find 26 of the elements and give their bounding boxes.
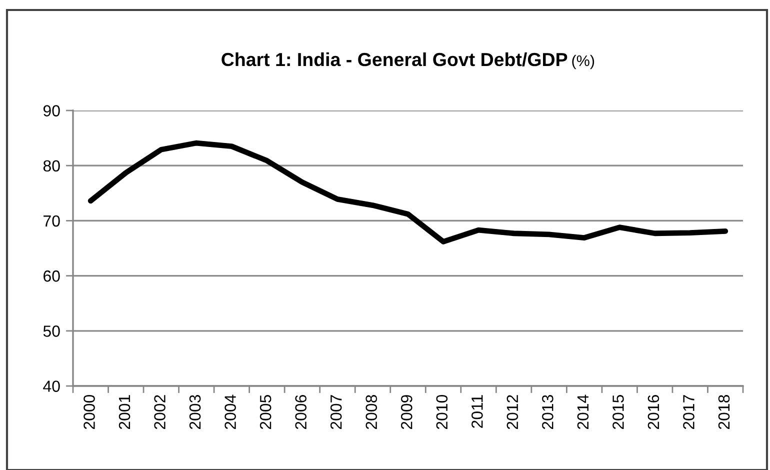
x-tick-label: 2014 [577,394,589,430]
y-tick-label: 40 [43,380,60,392]
x-tick-label: 2011 [472,395,483,428]
x-tick-label: 2012 [506,395,518,430]
x-tick-label: 2000 [84,394,95,430]
x-tick-label: 2004 [224,394,236,430]
x-tick-label: 2003 [189,395,201,430]
y-tick-label: 60 [44,270,60,282]
y-tick-label: 90 [43,105,60,116]
y-tick-label: 80 [43,160,60,172]
x-tick-label: 2001 [118,395,130,430]
x-tick-label: 2015 [612,395,624,430]
x-tick-label: 2007 [330,395,342,430]
x-tick-label: 2016 [648,395,660,430]
x-tick-label: 2013 [542,395,554,430]
x-tick-label: 2002 [154,395,166,430]
x-tick-label: 2005 [260,395,272,430]
y-tick-label: 70 [44,215,60,227]
x-tick-label: 2008 [366,395,378,430]
x-tick-label: 2006 [295,395,306,430]
chart-title: Chart 1: India - General Govt Debt/GDP (%) [222,52,594,70]
x-tick-label: 2010 [436,394,448,430]
y-tick-label: 50 [43,326,60,337]
x-tick-label: 2009 [400,395,412,430]
x-tick-label: 2017 [683,395,694,430]
x-tick-label: 2018 [718,395,730,430]
